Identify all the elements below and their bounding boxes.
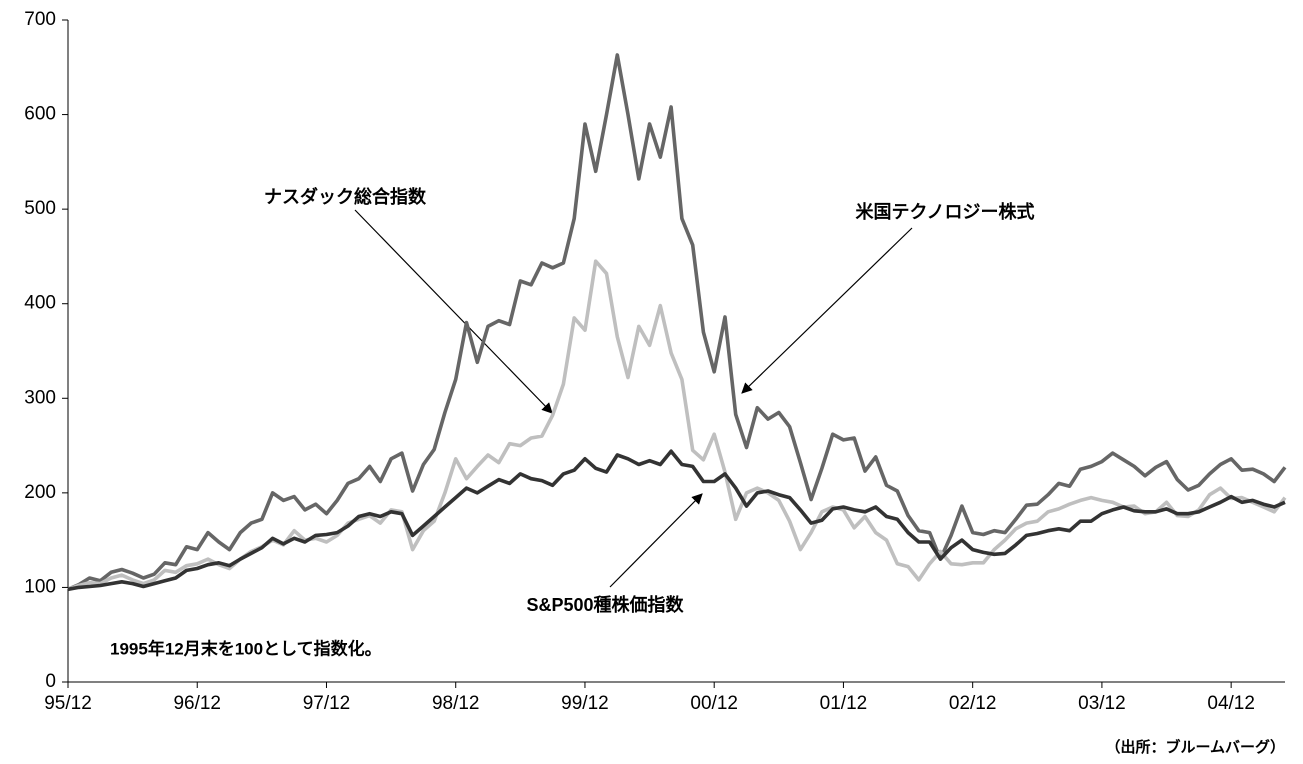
series-line <box>67 449 1286 592</box>
x-tick-label: 96/12 <box>173 693 221 714</box>
note: 1995年12月末を100として指数化。 <box>110 638 382 658</box>
x-tick-label: 04/12 <box>1207 693 1255 714</box>
x-tick-label: 97/12 <box>303 693 351 714</box>
x-tick-label: 95/12 <box>44 693 92 714</box>
y-tick-label: 300 <box>24 387 56 408</box>
y-tick-label: 400 <box>24 293 56 314</box>
x-tick-label: 00/12 <box>690 693 738 714</box>
x-tick-label: 03/12 <box>1078 693 1126 714</box>
x-tick-label: 02/12 <box>949 693 997 714</box>
arrow <box>741 227 913 394</box>
y-tick-label: 0 <box>45 671 56 692</box>
y-tick-label: 200 <box>24 482 56 503</box>
y-tick-label: 600 <box>24 104 56 125</box>
x-tick-label: 01/12 <box>820 693 868 714</box>
source: （出所：ブルームバーグ） <box>1105 738 1285 756</box>
y-tick-label: 700 <box>24 9 56 30</box>
x-tick-label: 99/12 <box>561 693 609 714</box>
annotation: S&P500種株価指数 <box>526 594 684 615</box>
series-line <box>67 53 1287 591</box>
y-tick-label: 100 <box>24 576 56 597</box>
y-tick-label: 500 <box>24 198 56 219</box>
series-line <box>67 259 1287 591</box>
arrow <box>609 493 703 588</box>
annotation: ナスダック総合指数 <box>264 186 427 207</box>
annotation: 米国テクノロジー株式 <box>856 201 1035 222</box>
arrow <box>354 209 553 414</box>
x-tick-label: 98/12 <box>432 693 480 714</box>
